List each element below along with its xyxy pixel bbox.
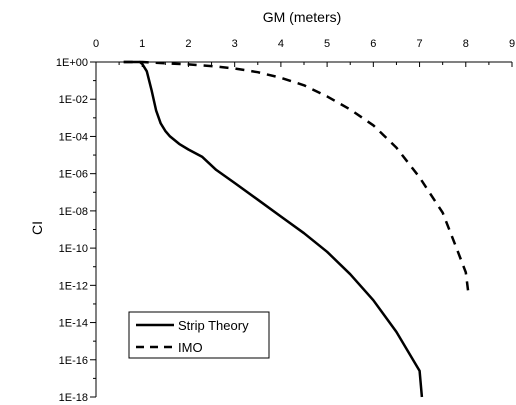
y-tick-label: 1E-04 [59,131,88,143]
x-tick-label: 1 [139,38,145,50]
y-axis-title: CI [29,221,45,235]
legend-label-strip-theory: Strip Theory [178,318,249,333]
x-tick-label: 6 [370,38,376,50]
axis-ticks [90,61,513,398]
series-line-imo [123,60,470,292]
x-tick-label: 4 [278,38,284,50]
x-axis-title: GM (meters) [263,9,342,25]
y-tick-label: 1E-18 [59,392,88,404]
x-tick-label: 2 [185,38,191,50]
x-tick-label: 5 [324,38,330,50]
y-tick-label: 1E-12 [59,280,88,292]
series-lines [123,60,470,398]
x-tick-label: 9 [509,38,515,50]
x-tick-label: 0 [93,38,99,50]
y-tick-label: 1E-02 [59,94,88,106]
legend-label-imo: IMO [178,340,203,355]
y-tick-label: 1E-14 [59,318,88,330]
y-tick-label: 1E-08 [59,206,88,218]
x-tick-label: 3 [232,38,238,50]
y-tick-label: 1E-16 [59,355,88,367]
x-tick-label: 8 [463,38,469,50]
y-tick-label: 1E-06 [59,169,88,181]
y-tick-label: 1E+00 [56,57,88,69]
series-line-strip-theory [123,60,424,398]
legend-box [128,311,270,359]
tick-labels: 0 1 2 3 4 5 6 7 8 9 1E+00 1E-02 1E-04 1E-06 1E-08 1E-10… [56,38,515,404]
y-tick-label: 1E-10 [59,243,88,255]
legend: Strip Theory IMO [128,311,270,359]
x-tick-label: 7 [416,38,422,50]
